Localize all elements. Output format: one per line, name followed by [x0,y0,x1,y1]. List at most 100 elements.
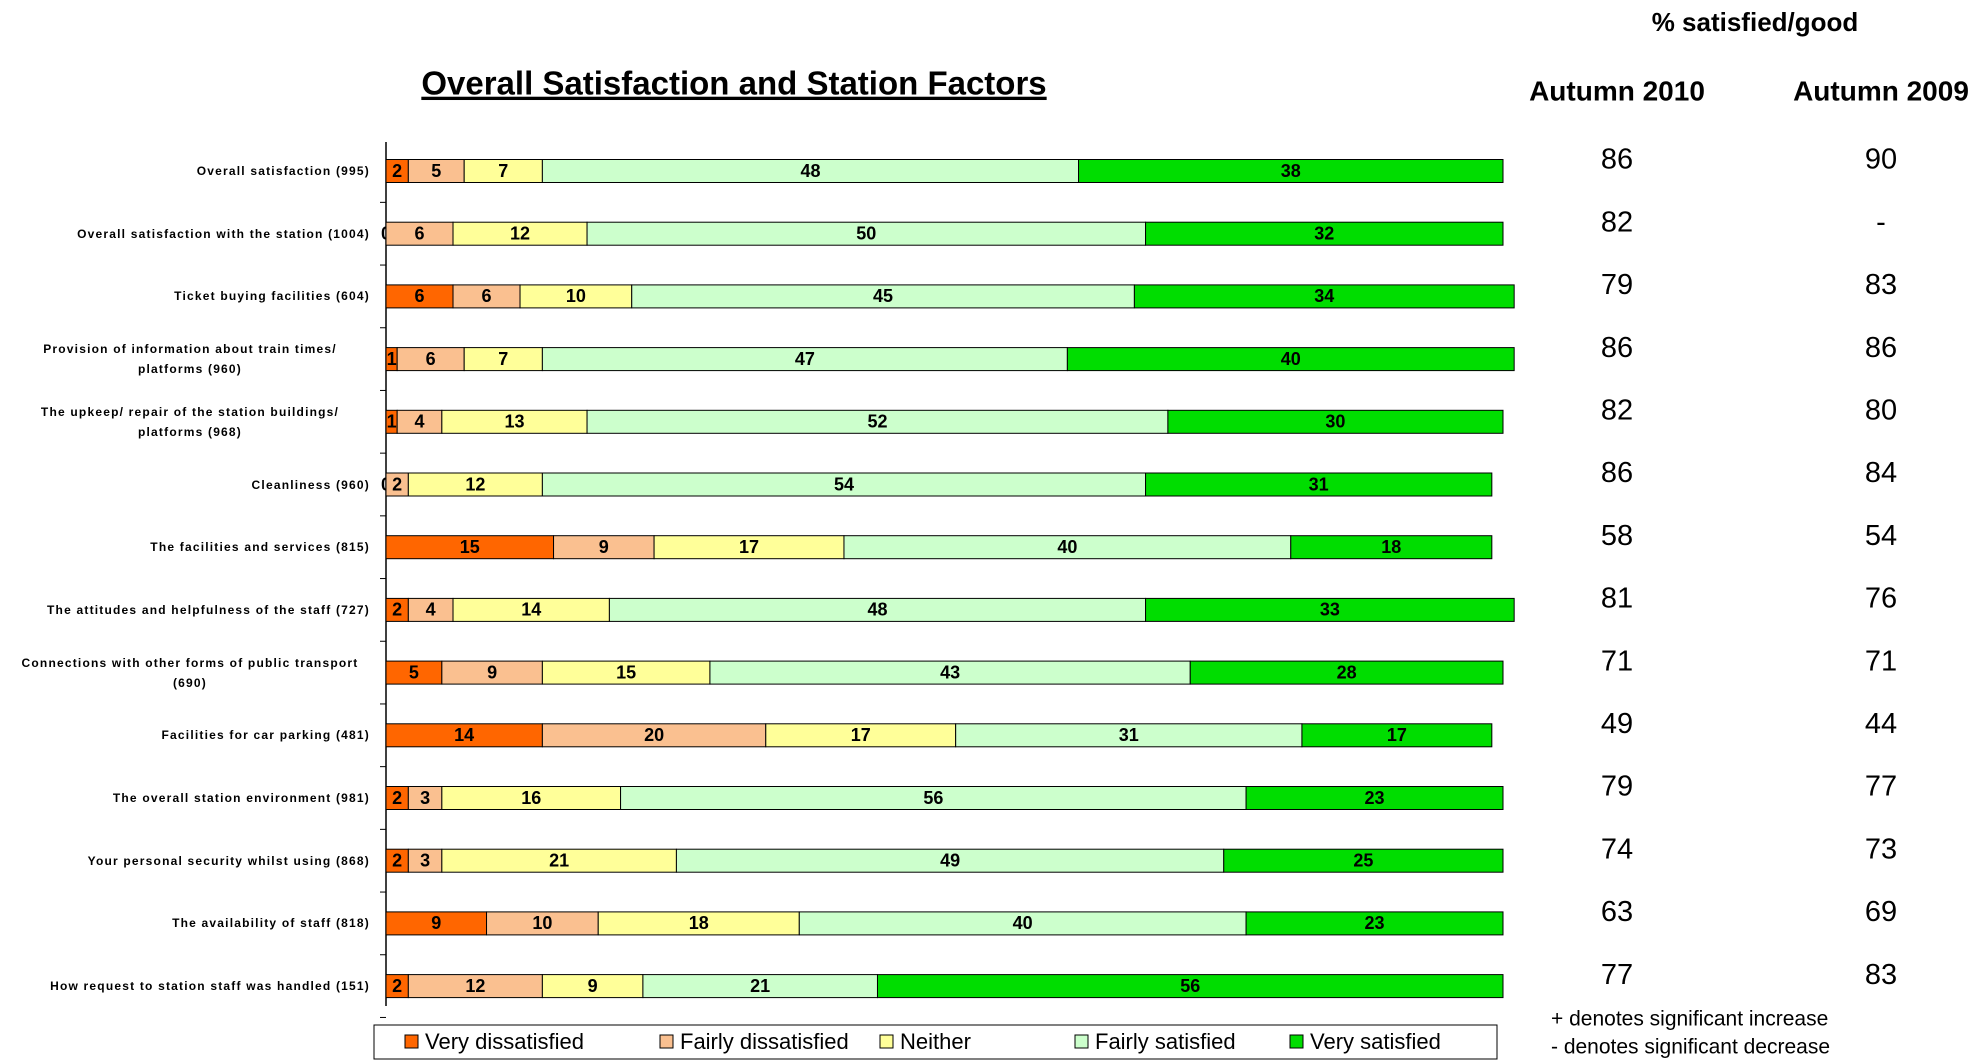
value-label: 32 [1314,223,1334,243]
legend-label: Very satisfied [1310,1029,1441,1054]
value-label: 56 [923,788,943,808]
value-label: 48 [800,161,820,181]
legend-label: Fairly satisfied [1095,1029,1236,1054]
value-label: 54 [834,474,854,494]
table-value: 79 [1601,771,1633,803]
value-label: 34 [1314,286,1334,306]
category-label-box: The availability of staff (818) [0,913,370,933]
value-label: 7 [498,161,508,181]
value-label: 15 [460,537,480,557]
table-value: 76 [1865,583,1897,615]
category-label: Cleanliness (960) [251,477,370,492]
value-label: 13 [504,412,524,432]
category-label: Provision of information about train tim… [43,342,337,377]
legend-box [373,1024,1498,1060]
table-value: 81 [1601,583,1633,615]
category-label-box: How request to station staff was handled… [0,976,370,996]
column-header: Autumn 2010 [1529,75,1705,106]
table-value: 58 [1601,520,1633,552]
table-value: 90 [1865,144,1897,176]
value-label: 12 [465,976,485,996]
value-label: 9 [599,537,609,557]
category-label-box: Overall satisfaction with the station (1… [0,224,370,244]
value-label: 2 [392,474,402,494]
value-label: 2 [392,161,402,181]
value-label: 40 [1281,349,1301,369]
value-label: 2 [392,788,402,808]
value-label: 16 [521,788,541,808]
value-label: 5 [409,662,419,682]
bar-segment [1145,472,1493,497]
table-value: 54 [1865,520,1897,552]
value-label: 18 [1381,537,1401,557]
value-label: 7 [498,349,508,369]
value-label: 2 [392,600,402,620]
bar-segment [1066,347,1515,372]
table-value: 71 [1865,645,1897,677]
bar-segment [1245,911,1504,936]
category-label: Facilities for car parking (481) [161,728,370,743]
value-label: 10 [566,286,586,306]
bar-segment [1189,660,1504,685]
table-value: 49 [1601,708,1633,740]
value-label: 17 [1387,725,1407,745]
note: + denotes significant increase [1551,1008,1828,1031]
value-label: 6 [415,223,425,243]
value-label: 17 [739,537,759,557]
value-label: 2 [392,850,402,870]
category-label-box: Overall satisfaction (995) [0,161,370,181]
value-label: 23 [1365,788,1385,808]
bar-segment [876,974,1504,999]
value-label: 47 [795,349,815,369]
category-label: The overall station environment (981) [112,791,370,805]
table-value: 86 [1865,332,1897,364]
table-value: 73 [1865,833,1897,865]
value-label: 3 [420,788,430,808]
value-label: 3 [420,850,430,870]
category-label: Ticket buying facilities (604) [174,289,370,304]
value-label: 6 [415,286,425,306]
table-value: 77 [1601,959,1633,991]
value-label: 15 [616,662,636,682]
category-label-box: The facilities and services (815) [0,537,370,557]
table-value: 82 [1601,206,1633,238]
category-label: The facilities and services (815) [150,540,370,555]
value-label: 40 [1057,537,1077,557]
table-value: 44 [1865,708,1897,740]
value-label: 1 [387,412,397,432]
legend-label: Fairly dissatisfied [680,1029,849,1054]
table-value: 83 [1865,269,1897,301]
category-label-box: The attitudes and helpfulness of the sta… [0,600,370,620]
value-label: 23 [1365,913,1385,933]
category-label-box: Ticket buying facilities (604) [0,286,370,306]
legend-swatch [1074,1034,1089,1049]
legend-swatch [1289,1034,1304,1049]
value-label: 33 [1320,600,1340,620]
value-label: 2 [392,976,402,996]
category-label-box: Facilities for car parking (481) [0,725,370,745]
value-label: 21 [549,850,569,870]
value-label: 49 [940,850,960,870]
chart-title: Overall Satisfaction and Station Factors [421,65,1046,102]
category-label: The upkeep/ repair of the station buildi… [40,404,340,439]
legend-swatch [879,1034,894,1049]
bar-segment [1290,535,1493,560]
value-label: 18 [689,913,709,933]
value-label: 6 [482,286,492,306]
category-label: Connections with other forms of public t… [21,655,359,690]
category-label-box: Provision of information about train tim… [0,339,370,379]
category-label: Overall satisfaction with the station (1… [77,226,370,241]
value-label: 10 [532,913,552,933]
value-label: 14 [454,725,474,745]
bar-segment [1133,284,1515,309]
value-label: 17 [851,725,871,745]
value-label: 30 [1325,412,1345,432]
category-label: Overall satisfaction (995) [196,164,370,178]
legend-label: Neither [900,1029,971,1054]
category-label: How request to station staff was handled… [50,979,370,994]
legend-swatch [404,1034,419,1049]
value-label: 56 [1180,976,1200,996]
value-label: 31 [1119,725,1139,745]
